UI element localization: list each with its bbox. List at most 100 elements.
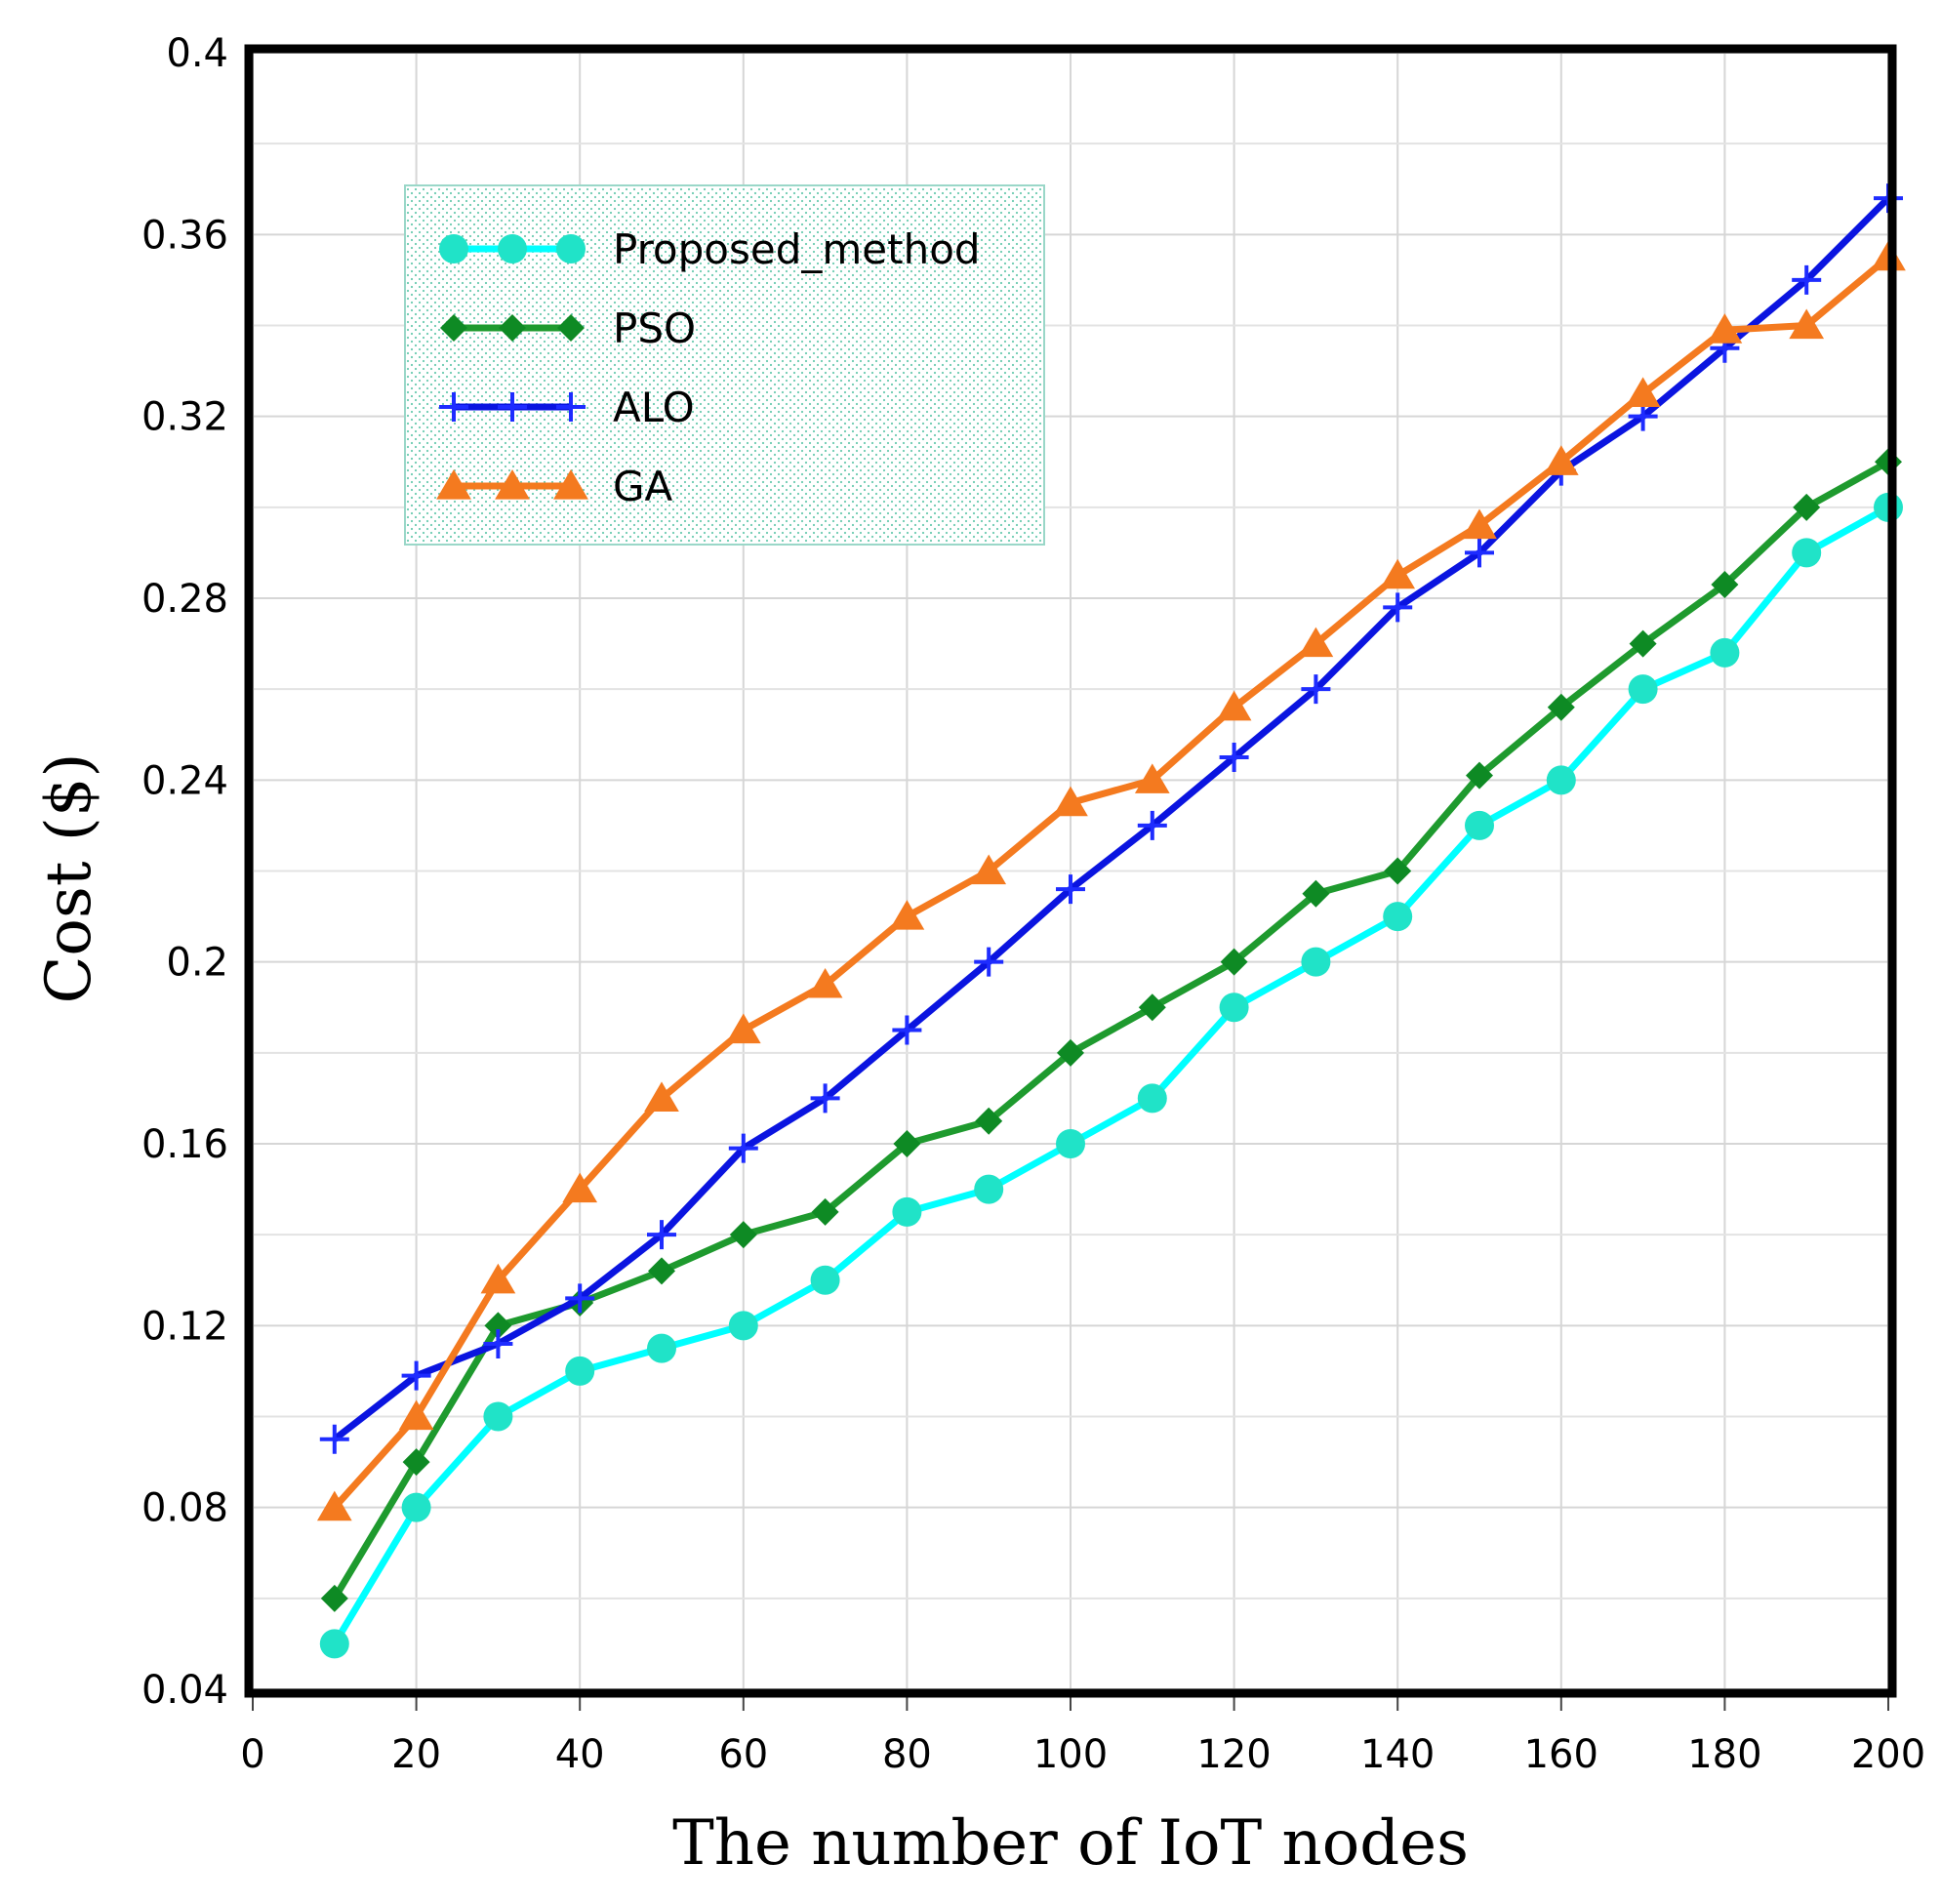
data-point — [1220, 948, 1248, 976]
data-point — [811, 1197, 839, 1226]
plot-frame — [244, 44, 1897, 1698]
data-point — [1629, 629, 1657, 658]
x-tick-label: 120 — [1196, 1732, 1271, 1777]
data-point — [1384, 857, 1412, 885]
data-point — [892, 1015, 922, 1045]
data-point — [402, 1448, 430, 1477]
series-ga — [316, 240, 1906, 1521]
legend-item: PSO — [440, 304, 696, 352]
legend-item: Proposed_method — [439, 225, 981, 273]
data-point — [480, 1263, 516, 1294]
y-tick-label: 0.36 — [142, 213, 228, 258]
data-point — [1383, 592, 1413, 623]
data-point — [1057, 1038, 1084, 1067]
data-point — [1625, 377, 1661, 407]
y-tick-label: 0.32 — [142, 395, 228, 440]
data-point — [1383, 902, 1413, 932]
y-tick-label: 0.08 — [142, 1486, 228, 1531]
y-tick-label: 0.16 — [142, 1122, 228, 1167]
legend-marker — [498, 392, 527, 422]
legend-label: ALO — [613, 384, 695, 431]
data-point — [1380, 558, 1416, 589]
legend-item: ALO — [439, 384, 695, 431]
x-tick-labels: 0 20 40 60 80 100 120 140 160 180 200 — [240, 1732, 1925, 1777]
data-point — [1056, 1129, 1085, 1158]
data-point — [1789, 308, 1825, 340]
data-point — [316, 1490, 352, 1521]
data-point — [401, 1492, 431, 1522]
legend-marker — [439, 392, 468, 422]
data-point — [889, 900, 925, 930]
data-point — [892, 1196, 922, 1227]
data-point — [1792, 264, 1822, 295]
data-point — [320, 1584, 348, 1612]
data-point — [1547, 693, 1575, 721]
data-point — [728, 1133, 758, 1163]
data-point — [644, 1081, 679, 1113]
data-point — [810, 1265, 840, 1295]
data-point — [648, 1257, 675, 1285]
data-point — [975, 1107, 1003, 1135]
legend-item: GA — [436, 463, 673, 510]
data-point — [728, 1311, 758, 1341]
x-tick-label: 160 — [1524, 1732, 1598, 1777]
data-point — [401, 1360, 431, 1391]
data-point — [1462, 508, 1497, 540]
data-point — [974, 1174, 1004, 1204]
series-pso — [320, 448, 1902, 1612]
data-point — [483, 1328, 513, 1358]
data-point — [483, 1401, 513, 1432]
data-point — [974, 947, 1004, 977]
data-point — [1465, 538, 1494, 568]
data-point — [565, 1283, 595, 1314]
data-point — [1711, 571, 1739, 599]
data-point — [1628, 674, 1658, 705]
data-point — [1219, 993, 1249, 1023]
y-axis-title: Cost ($) — [33, 752, 105, 1003]
data-point — [647, 1333, 676, 1363]
data-point — [1056, 874, 1085, 905]
x-tick-label: 60 — [718, 1732, 768, 1777]
data-point — [1466, 761, 1493, 790]
data-point — [810, 1083, 840, 1114]
data-point — [1707, 313, 1743, 344]
x-tick-label: 140 — [1360, 1732, 1435, 1777]
legend-marker — [557, 314, 585, 342]
legend-marker — [439, 234, 468, 263]
y-tick-label: 0.04 — [142, 1668, 228, 1713]
series-line — [332, 195, 1891, 1442]
legend-marker — [495, 469, 530, 500]
legend-marker — [436, 469, 471, 500]
legend-marker — [440, 314, 467, 342]
series-proposed-method — [319, 492, 1903, 1659]
legend-marker — [553, 469, 588, 500]
data-point — [725, 1013, 761, 1044]
legend-label: GA — [613, 463, 673, 510]
x-tick-label: 100 — [1033, 1732, 1108, 1777]
y-tick-label: 0.2 — [166, 941, 228, 986]
data-point — [1543, 445, 1579, 475]
data-point — [562, 1172, 598, 1203]
data-point — [971, 854, 1007, 885]
data-point — [1219, 743, 1249, 773]
legend-marker — [556, 392, 586, 422]
data-point — [1053, 786, 1088, 817]
data-point — [1546, 765, 1576, 795]
y-tick-label: 0.24 — [142, 758, 228, 803]
data-point — [1792, 538, 1822, 568]
series-line — [331, 459, 1890, 1600]
data-point — [729, 1221, 757, 1249]
data-point — [1134, 763, 1170, 793]
data-point — [1298, 627, 1334, 658]
data-point — [1301, 674, 1331, 705]
x-tick-label: 20 — [391, 1732, 441, 1777]
data-point — [484, 1312, 512, 1340]
data-point — [1216, 690, 1252, 721]
x-tick-label: 180 — [1687, 1732, 1761, 1777]
data-point — [647, 1220, 676, 1250]
legend-marker — [498, 234, 527, 263]
data-point — [1137, 1083, 1167, 1114]
x-tick-label: 200 — [1851, 1732, 1925, 1777]
legend-marker — [499, 314, 526, 342]
